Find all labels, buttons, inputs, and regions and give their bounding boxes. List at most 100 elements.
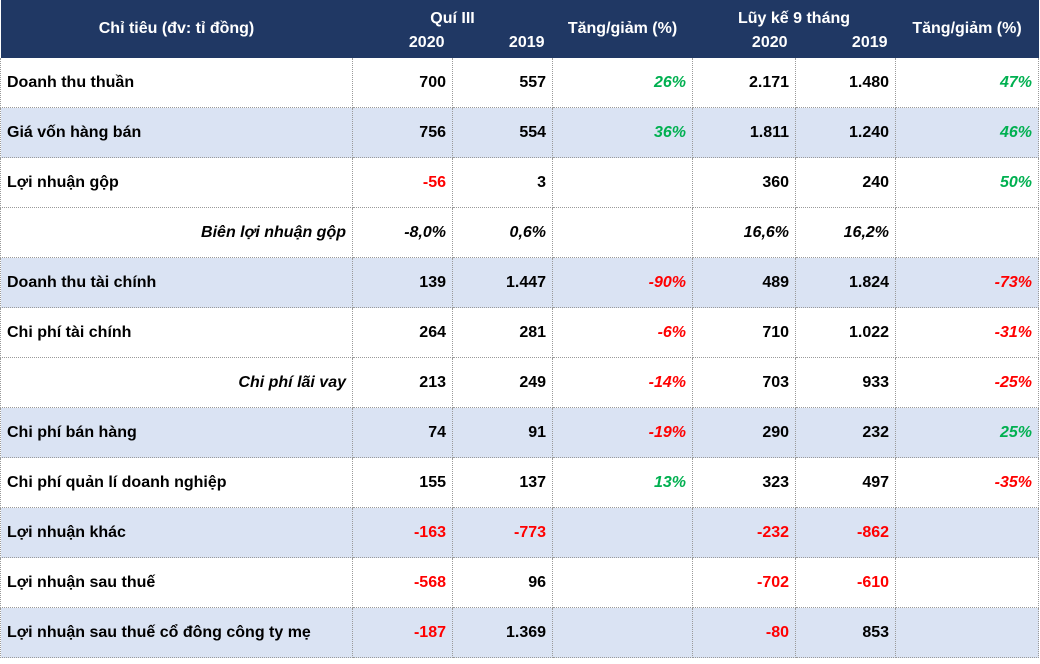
q3-2019-value: 96 (452, 557, 554, 608)
ytd-change-value (895, 207, 1040, 258)
q3-2019-value: 557 (452, 58, 554, 108)
row-label: Lợi nhuận sau thuế cổ đông công ty mẹ (0, 607, 353, 658)
ytd-change-value: -35% (895, 457, 1040, 508)
q3-change-value (552, 607, 694, 658)
ytd-2020-value: 703 (692, 357, 797, 408)
ytd-2019-value: 853 (795, 607, 897, 658)
table-row: Chi phí bán hàng 74 91 -19% 290 232 25% (0, 407, 1040, 458)
table-body: Doanh thu thuần 700 557 26% 2.171 1.480 … (0, 58, 1040, 658)
ytd-change-value: 46% (895, 107, 1040, 158)
q3-2020-value: 756 (352, 107, 453, 158)
q3-2019-value: 1.369 (452, 607, 554, 658)
q3-2020-value: 264 (352, 307, 453, 358)
q3-change-value (552, 207, 694, 258)
header-indicator: Chỉ tiêu (đv: tỉ đồng) (0, 0, 353, 58)
ytd-2020-value: -232 (692, 507, 797, 558)
row-label: Doanh thu tài chính (0, 257, 353, 308)
q3-2020-value: -187 (352, 607, 453, 658)
ytd-2020-value: -702 (692, 557, 797, 608)
ytd-2019-value: 1.240 (795, 107, 897, 158)
table-row: Biên lợi nhuận gộp -8,0% 0,6% 16,6% 16,2… (0, 207, 1040, 258)
ytd-2020-value: 360 (692, 157, 797, 208)
ytd-2020-value: -80 (692, 607, 797, 658)
q3-2020-value: 213 (352, 357, 453, 408)
row-label: Chi phí bán hàng (0, 407, 353, 458)
table-row: Doanh thu thuần 700 557 26% 2.171 1.480 … (0, 58, 1040, 108)
q3-change-value: 13% (552, 457, 694, 508)
ytd-2019-value: -862 (795, 507, 897, 558)
ytd-2020-value: 16,6% (692, 207, 797, 258)
table-row: Giá vốn hàng bán 756 554 36% 1.811 1.240… (0, 107, 1040, 158)
table-row: Lợi nhuận khác -163 -773 -232 -862 (0, 507, 1040, 558)
header-ytd-2020: 2020 (692, 28, 796, 58)
q3-change-value: -14% (552, 357, 694, 408)
q3-change-value: -19% (552, 407, 694, 458)
ytd-change-value: 50% (895, 157, 1040, 208)
header-q3: Quí III (352, 0, 553, 28)
ytd-2019-value: 16,2% (795, 207, 897, 258)
ytd-2019-value: 497 (795, 457, 897, 508)
q3-2020-value: 139 (352, 257, 453, 308)
q3-2019-value: 0,6% (452, 207, 554, 258)
q3-change-value: -90% (552, 257, 694, 308)
q3-2019-value: 281 (452, 307, 554, 358)
table-row: Lợi nhuận sau thuế cổ đông công ty mẹ -1… (0, 607, 1040, 658)
q3-change-value: -6% (552, 307, 694, 358)
ytd-change-value: -31% (895, 307, 1040, 358)
table-row: Chi phí lãi vay 213 249 -14% 703 933 -25… (0, 357, 1040, 408)
ytd-2020-value: 2.171 (692, 58, 797, 108)
q3-2019-value: 137 (452, 457, 554, 508)
row-label: Giá vốn hàng bán (0, 107, 353, 158)
ytd-2020-value: 1.811 (692, 107, 797, 158)
ytd-change-value (895, 557, 1040, 608)
q3-2020-value: -163 (352, 507, 453, 558)
table-header: Chỉ tiêu (đv: tỉ đồng) Quí III Tăng/giảm… (0, 0, 1039, 58)
q3-2019-value: 249 (452, 357, 554, 408)
header-ytd-change: Tăng/giảm (%) (895, 0, 1039, 58)
ytd-2020-value: 489 (692, 257, 797, 308)
row-label: Chi phí quản lí doanh nghiệp (0, 457, 353, 508)
q3-change-value: 26% (552, 58, 694, 108)
ytd-2020-value: 710 (692, 307, 797, 358)
row-label: Lợi nhuận gộp (0, 157, 353, 208)
table-row: Doanh thu tài chính 139 1.447 -90% 489 1… (0, 257, 1040, 308)
q3-2020-value: -56 (352, 157, 453, 208)
ytd-change-value: 47% (895, 58, 1040, 108)
table-row: Chi phí tài chính 264 281 -6% 710 1.022 … (0, 307, 1040, 358)
ytd-change-value: -73% (895, 257, 1040, 308)
ytd-change-value: -25% (895, 357, 1040, 408)
q3-change-value (552, 157, 694, 208)
ytd-change-value (895, 607, 1040, 658)
header-q3-2020: 2020 (352, 28, 453, 58)
table-row: Lợi nhuận gộp -56 3 360 240 50% (0, 157, 1040, 208)
row-label: Doanh thu thuần (0, 58, 353, 108)
row-label: Lợi nhuận khác (0, 507, 353, 558)
ytd-2019-value: 1.824 (795, 257, 897, 308)
q3-2020-value: 155 (352, 457, 453, 508)
header-ytd-2019: 2019 (795, 28, 896, 58)
table-row: Chi phí quản lí doanh nghiệp 155 137 13%… (0, 457, 1040, 508)
q3-2020-value: -568 (352, 557, 453, 608)
row-label: Chi phí tài chính (0, 307, 353, 358)
q3-2019-value: 91 (452, 407, 554, 458)
q3-change-value (552, 507, 694, 558)
table-row: Lợi nhuận sau thuế -568 96 -702 -610 (0, 557, 1040, 608)
q3-2019-value: 554 (452, 107, 554, 158)
q3-2020-value: 74 (352, 407, 453, 458)
header-q3-2019: 2019 (452, 28, 553, 58)
q3-2020-value: 700 (352, 58, 453, 108)
ytd-2019-value: 232 (795, 407, 897, 458)
ytd-2019-value: -610 (795, 557, 897, 608)
q3-2019-value: -773 (452, 507, 554, 558)
header-ytd: Lũy kế 9 tháng (692, 0, 896, 28)
row-label: Biên lợi nhuận gộp (0, 207, 353, 258)
q3-change-value: 36% (552, 107, 694, 158)
ytd-2020-value: 290 (692, 407, 797, 458)
header-q3-change: Tăng/giảm (%) (552, 0, 693, 58)
ytd-change-value: 25% (895, 407, 1040, 458)
q3-change-value (552, 557, 694, 608)
ytd-2020-value: 323 (692, 457, 797, 508)
q3-2020-value: -8,0% (352, 207, 453, 258)
q3-2019-value: 1.447 (452, 257, 554, 308)
